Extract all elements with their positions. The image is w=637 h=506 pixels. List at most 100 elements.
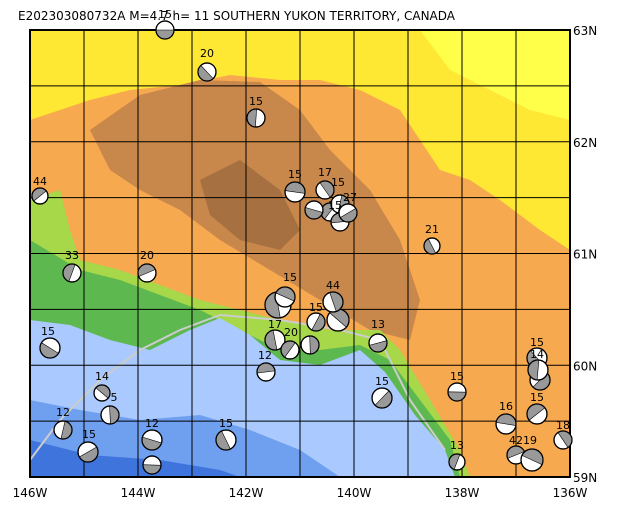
beachball: [338, 203, 358, 223]
beachball-rim: [520, 448, 544, 472]
event-depth-label: 20: [140, 249, 154, 262]
beachball-rim: [423, 237, 441, 255]
beachball-rim: [100, 405, 120, 425]
beachball: [256, 362, 276, 382]
beachball: [447, 382, 467, 402]
beachball: [155, 20, 175, 40]
lon-label: 146W: [13, 486, 48, 500]
beachball: [553, 430, 573, 450]
beachball-rim: [447, 382, 467, 402]
event-depth-label: 5: [111, 391, 118, 404]
event-depth-label: 15: [530, 336, 544, 349]
beachball: [423, 237, 441, 255]
beachball-rim: [371, 387, 393, 409]
event-depth-label: 15: [309, 301, 323, 314]
beachball-rim: [284, 181, 306, 203]
beachball: [304, 200, 324, 220]
beachball-rim: [304, 200, 324, 220]
beachball: [300, 335, 320, 355]
beachball-rim: [553, 430, 573, 450]
event-depth-label: 15: [288, 168, 302, 181]
beachball: [495, 413, 517, 435]
lat-label: 60N: [573, 359, 597, 373]
beachball: [306, 312, 326, 332]
beachball: [142, 455, 162, 475]
event-depth-label: 19: [523, 434, 537, 447]
beachball-rim: [526, 403, 548, 425]
event-depth-label: 15: [331, 176, 345, 189]
beachball-rim: [368, 333, 388, 353]
beachball: [141, 429, 163, 451]
event-depth-label: 17: [268, 318, 282, 331]
event-depth-label: 33: [65, 249, 79, 262]
event-depth-label: 14: [530, 348, 544, 361]
event-depth-label: 13: [371, 318, 385, 331]
beachball-rim: [39, 337, 61, 359]
beachball-rim: [306, 312, 326, 332]
beachball-rim: [527, 359, 549, 381]
beachball-rim: [53, 420, 73, 440]
event-depth-label: 21: [425, 223, 439, 236]
event-depth-label: 12: [145, 417, 159, 430]
event-depth-label: 44: [326, 279, 340, 292]
beachball-rim: [62, 263, 82, 283]
beachball: [100, 405, 120, 425]
beachball: [371, 387, 393, 409]
map-frame: [29, 29, 571, 478]
beachball: [77, 441, 99, 463]
beachball-rim: [141, 429, 163, 451]
event-depth-label: 44: [33, 175, 47, 188]
lon-label: 140W: [337, 486, 372, 500]
beachball: [246, 108, 266, 128]
event-depth-label: 27: [343, 191, 357, 204]
beachball: [280, 340, 300, 360]
beachball: [368, 333, 388, 353]
beachball: [137, 263, 157, 283]
beachball-rim: [142, 455, 162, 475]
beachball: [39, 337, 61, 359]
beachball-rim: [197, 62, 217, 82]
event-depth-label: 18: [556, 419, 570, 432]
event-depth-label: 15: [41, 325, 55, 338]
event-depth-label: 15: [82, 428, 96, 441]
beachball: [284, 181, 306, 203]
lat-label: 59N: [573, 471, 597, 485]
beachball-rim: [322, 291, 344, 313]
event-depth-label: 15: [283, 271, 297, 284]
event-depth-label: 15: [530, 391, 544, 404]
beachball-rim: [274, 286, 296, 308]
event-depth-label: 15: [375, 375, 389, 388]
beachball: [448, 453, 466, 471]
beachball: [322, 291, 344, 313]
event-depth-label: 15: [450, 370, 464, 383]
beachball-rim: [315, 180, 335, 200]
beachball-rim: [300, 335, 320, 355]
beachball-rim: [448, 453, 466, 471]
beachball: [31, 187, 49, 205]
beachball-rim: [246, 108, 266, 128]
event-depth-label: 17: [318, 166, 332, 179]
beachball: [527, 359, 549, 381]
beachball-rim: [93, 384, 111, 402]
lat-label: 61N: [573, 248, 597, 262]
event-depth-label: 13: [450, 439, 464, 452]
beachball-rim: [31, 187, 49, 205]
beachball-rim: [215, 429, 237, 451]
event-depth-label: 16: [499, 400, 513, 413]
lon-label: 136W: [553, 486, 588, 500]
title: E202303080732A M=4.7 h= 11 SOUTHERN YUKO…: [18, 9, 456, 23]
beachball-rim: [264, 329, 286, 351]
beachball-rim: [495, 413, 517, 435]
event-depth-label: 15: [328, 199, 342, 212]
beachball: [315, 180, 335, 200]
beachball: [197, 62, 217, 82]
beachball-rim: [338, 203, 358, 223]
beachball: [93, 384, 111, 402]
lon-label: 144W: [121, 486, 156, 500]
event-depth-label: 20: [284, 326, 298, 339]
beachball-rim: [77, 441, 99, 463]
lon-label: 138W: [445, 486, 480, 500]
event-depth-label: 15: [249, 95, 263, 108]
event-depth-label: 14: [95, 370, 109, 383]
beachball-rim: [280, 340, 300, 360]
